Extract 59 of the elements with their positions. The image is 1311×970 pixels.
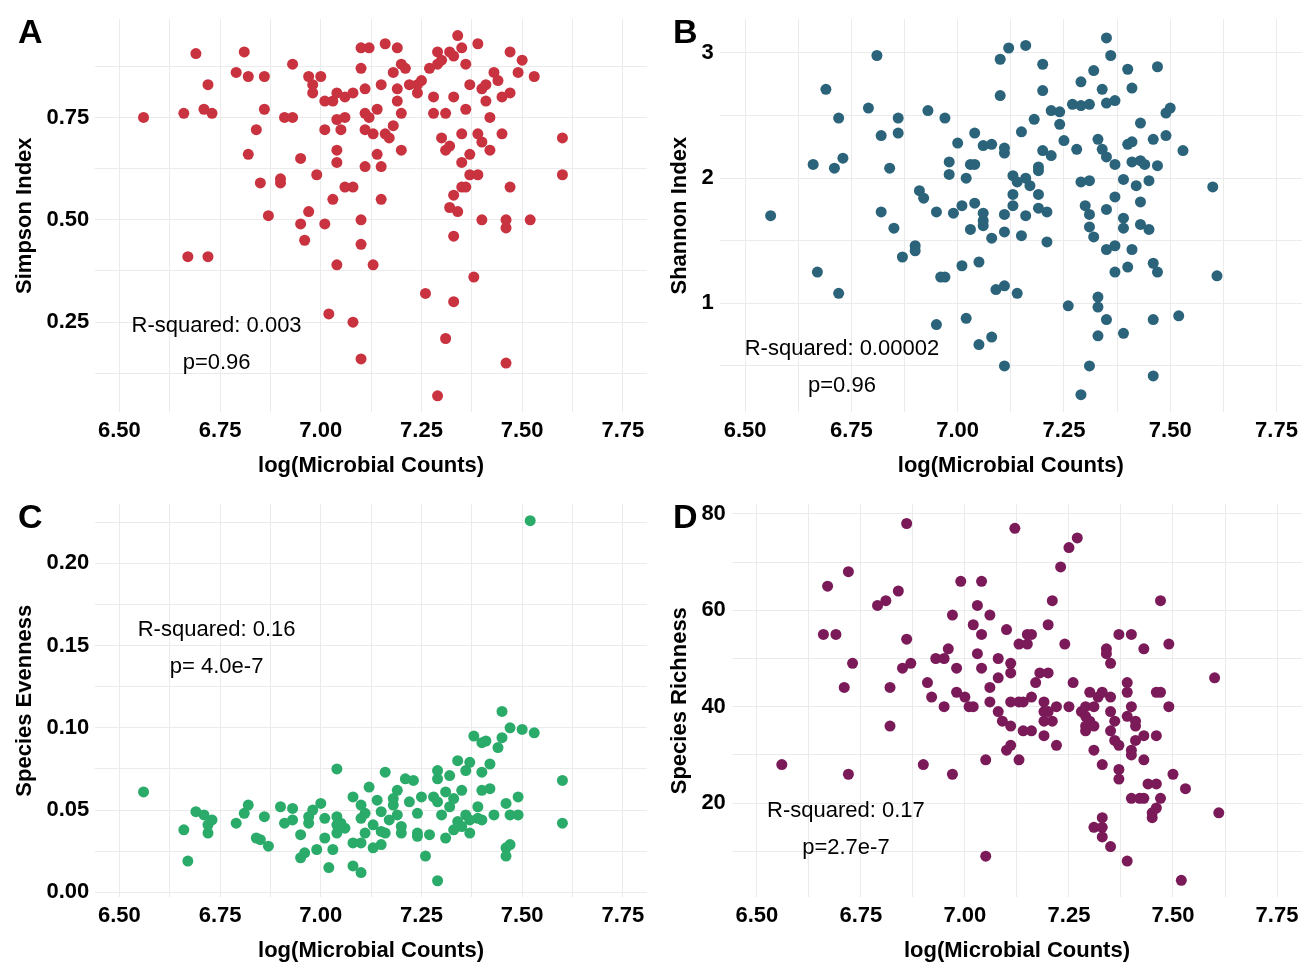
x-tick-label: 6.50: [723, 417, 767, 443]
annotation: R-squared: 0.003: [131, 311, 302, 337]
annotation: R-squared: 0.00002: [744, 335, 940, 361]
x-axis-title: log(Microbial Counts): [258, 936, 485, 962]
x-tick-label: 6.50: [735, 902, 779, 928]
y-axis-title: Shannon Index: [666, 136, 692, 295]
x-tick-label: 7.50: [1151, 902, 1195, 928]
y-axis-title: Simpson Index: [11, 136, 37, 294]
x-tick-label: 7.75: [1255, 417, 1298, 443]
x-tick-label: 7.25: [1047, 902, 1091, 928]
annotation: R-squared: 0.17: [767, 796, 925, 822]
annotation: p= 4.0e-7: [169, 653, 264, 679]
y-tick-label: 20: [701, 789, 726, 815]
x-tick-label: 7.75: [601, 902, 645, 928]
x-tick-label: 7.25: [400, 902, 443, 928]
x-tick-label: 6.75: [830, 417, 873, 443]
chart-title: B: [673, 12, 698, 51]
x-tick-label: 7.00: [936, 417, 980, 443]
x-tick-label: 7.00: [299, 417, 343, 443]
x-tick-label: 7.00: [299, 902, 343, 928]
x-tick-label: 7.00: [943, 902, 987, 928]
x-tick-label: 7.75: [601, 417, 645, 443]
x-axis-title: log(Microbial Counts): [897, 451, 1124, 477]
x-tick-label: 7.50: [1148, 417, 1192, 443]
annotation: p=0.96: [807, 372, 876, 398]
y-tick-label: 0.75: [46, 103, 90, 129]
x-tick-label: 6.50: [97, 902, 141, 928]
x-tick-label: 6.50: [97, 417, 141, 443]
y-tick-label: 0.50: [46, 205, 90, 231]
y-axis-title: Species Evenness: [11, 604, 37, 797]
x-tick-label: 7.50: [500, 417, 544, 443]
y-tick-label: 2: [701, 164, 714, 190]
y-tick-label: 0.20: [46, 549, 90, 575]
x-tick-label: 6.75: [198, 417, 242, 443]
y-tick-label: 40: [701, 692, 726, 718]
y-tick-label: 0.05: [46, 796, 90, 822]
chart-title: D: [673, 497, 698, 536]
x-axis-title: log(Microbial Counts): [258, 451, 485, 477]
x-tick-label: 6.75: [198, 902, 242, 928]
y-tick-label: 3: [701, 39, 714, 65]
y-tick-label: 1: [701, 289, 714, 315]
y-tick-label: 80: [701, 499, 726, 525]
y-tick-label: 0.10: [46, 713, 90, 739]
annotation: p=2.7e-7: [802, 833, 890, 859]
chart-title: C: [18, 497, 43, 536]
x-axis-title: log(Microbial Counts): [903, 936, 1130, 962]
x-tick-label: 6.75: [839, 902, 883, 928]
y-tick-label: 0.00: [46, 878, 90, 904]
x-tick-label: 7.75: [1255, 902, 1299, 928]
annotation: p=0.96: [182, 348, 251, 374]
x-tick-label: 7.25: [400, 417, 443, 443]
y-tick-label: 60: [701, 596, 726, 622]
y-axis-title: Species Richness: [666, 607, 692, 795]
annotation: R-squared: 0.16: [137, 616, 296, 642]
y-tick-label: 0.25: [46, 308, 90, 334]
chart-title: A: [18, 12, 43, 51]
y-tick-label: 0.15: [46, 631, 90, 657]
x-tick-label: 7.50: [500, 902, 544, 928]
x-tick-label: 7.25: [1042, 417, 1086, 443]
